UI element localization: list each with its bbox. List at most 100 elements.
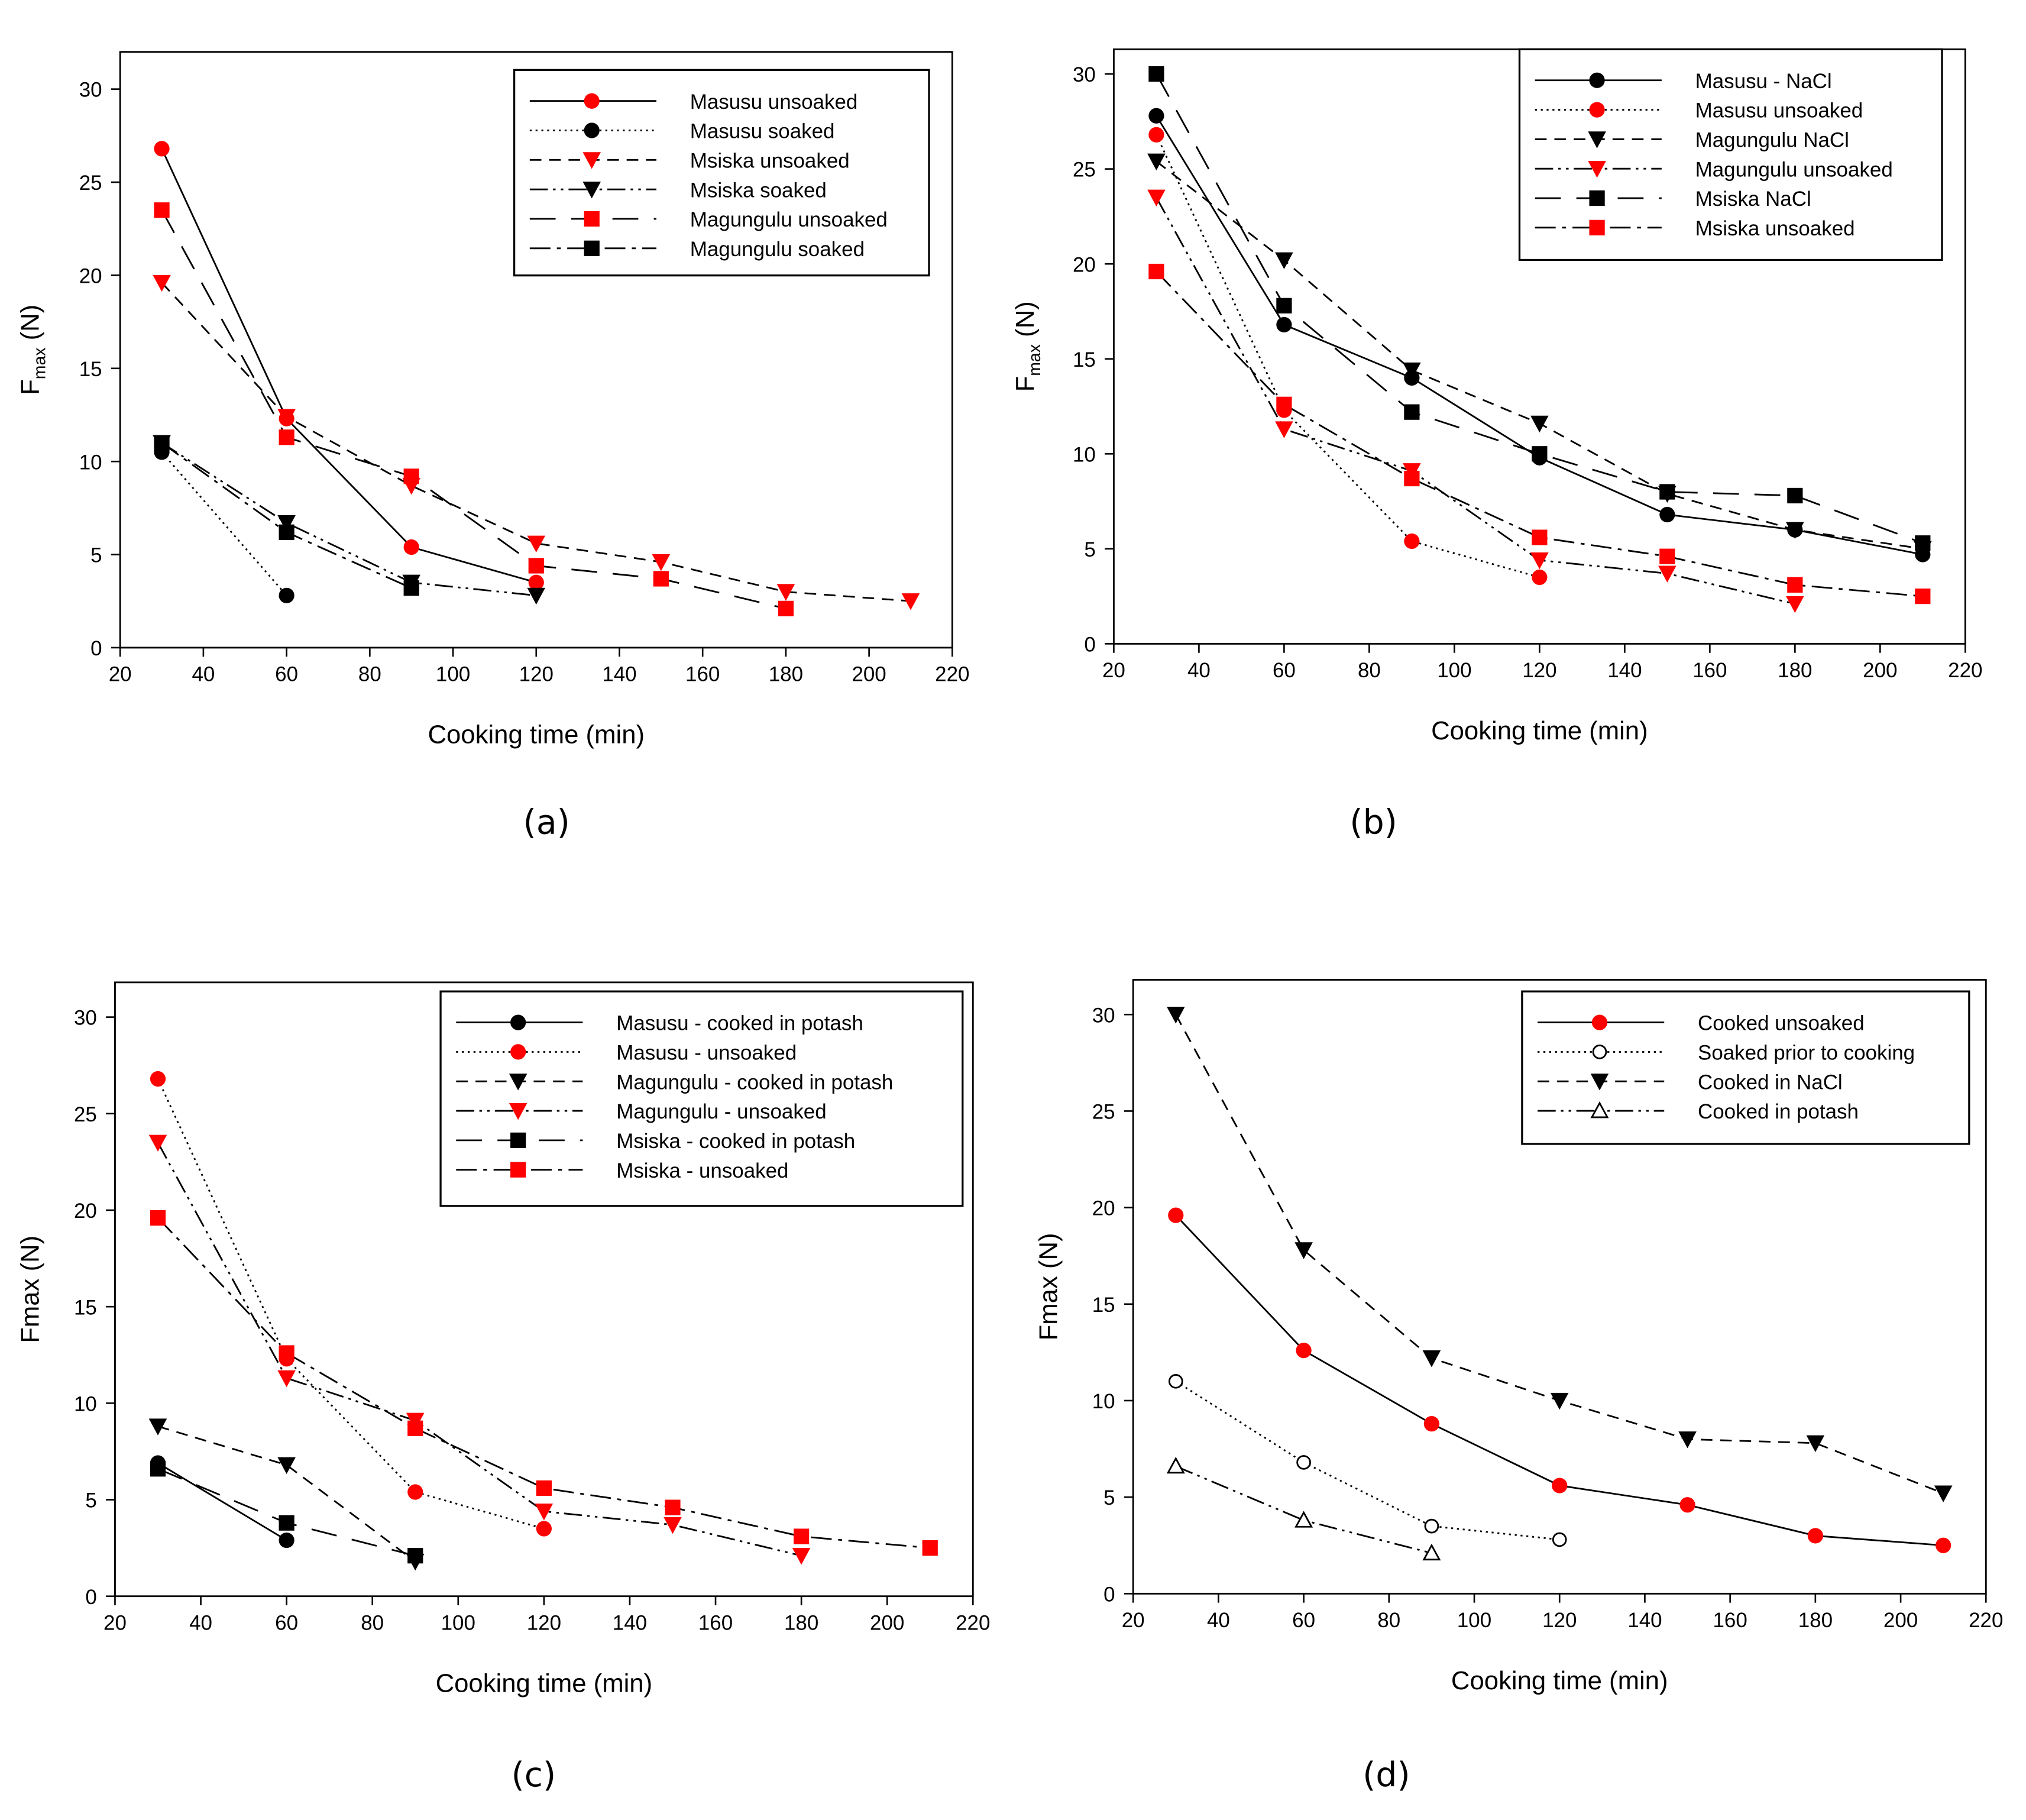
legend-entry: Magungulu - unsoaked xyxy=(456,1100,827,1123)
y-tick-label: 20 xyxy=(79,265,102,288)
y-axis-label-main: F xyxy=(1011,376,1040,392)
series-line xyxy=(1156,197,1795,605)
data-point xyxy=(1423,1416,1440,1432)
y-tick-label: 30 xyxy=(1073,63,1096,86)
y-tick-label: 15 xyxy=(1092,1294,1115,1317)
series-masusu-soaked xyxy=(154,444,294,603)
data-point xyxy=(1147,153,1166,171)
legend-marker xyxy=(584,211,600,227)
data-point xyxy=(1276,396,1292,412)
series-line xyxy=(1156,271,1923,597)
data-point xyxy=(901,593,920,610)
data-point xyxy=(528,558,544,574)
series-masusu-unsoaked xyxy=(154,141,544,590)
data-point xyxy=(1806,1435,1825,1453)
legend-label: Masusu - cooked in potash xyxy=(616,1012,863,1035)
y-tick-label: 10 xyxy=(1073,443,1096,466)
x-tick-label: 180 xyxy=(1778,659,1812,682)
x-tick-label: 220 xyxy=(935,663,969,686)
series-line xyxy=(157,1425,416,1563)
x-tick-label: 60 xyxy=(1273,659,1296,682)
y-tick-label: 0 xyxy=(1084,633,1095,657)
legend-marker xyxy=(584,122,600,138)
x-tick-label: 120 xyxy=(527,1612,561,1635)
legend-label: Masusu soaked xyxy=(690,120,835,143)
legend-label: Cooked in NaCl xyxy=(1698,1071,1843,1094)
x-axis-label: Cooking time (min) xyxy=(428,720,645,749)
data-point xyxy=(148,1134,167,1152)
data-point xyxy=(403,539,419,555)
chart-panel-c: 20 40 60 80 100 120 140 160 180 200 220 0 5 10 15 20 25 3… xyxy=(16,981,990,1795)
legend-marker xyxy=(1590,1074,1609,1091)
y-tick-label: 25 xyxy=(74,1103,97,1126)
y-axis-label: Fmax (N) xyxy=(1011,301,1044,392)
legend-entry: Magungulu NaCl xyxy=(1535,129,1849,152)
y-tick-label: 0 xyxy=(90,637,102,660)
legend-entry: Cooked in potash xyxy=(1538,1100,1859,1123)
x-tick-label: 80 xyxy=(1358,659,1381,682)
x-tick-label: 220 xyxy=(956,1612,990,1635)
data-point xyxy=(1659,506,1675,523)
series-cooked-in-nacl xyxy=(1167,1007,1953,1502)
data-point xyxy=(793,1528,810,1544)
legend-box xyxy=(439,990,964,1207)
legend-marker xyxy=(510,1014,526,1030)
x-tick-label: 80 xyxy=(361,1612,384,1635)
y-axis-label-subscript: max xyxy=(30,348,49,380)
data-point xyxy=(1294,1511,1313,1528)
y-tick-label: 30 xyxy=(79,79,102,102)
legend-label: Msiska soaked xyxy=(690,179,827,202)
x-axis-label: Cooking time (min) xyxy=(436,1669,653,1698)
legend-marker xyxy=(582,182,601,199)
y-tick-label: 30 xyxy=(1092,1004,1115,1027)
x-tick-label: 20 xyxy=(109,663,132,686)
data-point xyxy=(154,141,170,157)
x-tick-label: 20 xyxy=(1102,659,1125,682)
data-point xyxy=(1424,1518,1439,1534)
legend-label: Msiska unsoaked xyxy=(1695,217,1855,240)
legend-label: Magungulu unsoaked xyxy=(1695,158,1893,181)
legend: Cooked unsoaked Soaked prior to cooking Co… xyxy=(1521,990,1970,1145)
y-tick-label: 0 xyxy=(1103,1583,1115,1606)
y-axis-label-main: F xyxy=(16,379,45,395)
series-msiska-unsoaked xyxy=(150,1210,938,1556)
x-axis-label: Cooking time (min) xyxy=(1451,1666,1668,1695)
y-tick-label: 5 xyxy=(1103,1486,1115,1509)
data-point xyxy=(1787,577,1803,593)
legend: Masusu - cooked in potash Masusu - unsoak… xyxy=(439,990,964,1207)
series-masusu-unsoaked xyxy=(1148,127,1548,586)
data-point xyxy=(154,202,170,218)
y-tick-label: 20 xyxy=(1092,1197,1115,1220)
series-msiska-unsoaked xyxy=(153,274,920,610)
x-tick-label: 100 xyxy=(436,663,470,686)
x-tick-label: 160 xyxy=(1692,659,1727,682)
data-point xyxy=(279,1532,294,1549)
series-masusu-cooked-in-potash xyxy=(150,1455,294,1549)
y-tick-label: 25 xyxy=(1073,159,1096,182)
x-tick-label: 120 xyxy=(519,663,554,686)
data-point xyxy=(1294,1242,1313,1259)
data-point xyxy=(153,274,171,292)
legend: Masusu unsoaked Masusu soaked Msiska unsoa… xyxy=(513,69,930,277)
legend-entry: Msiska unsoaked xyxy=(529,149,850,172)
data-point xyxy=(1275,252,1293,270)
x-tick-label: 140 xyxy=(1627,1609,1662,1632)
data-point xyxy=(1936,1537,1951,1553)
data-point xyxy=(1659,484,1675,500)
legend-entry: Msiska soaked xyxy=(529,179,827,202)
y-tick-label: 15 xyxy=(79,358,102,381)
data-point xyxy=(1275,421,1293,438)
data-point xyxy=(1552,1478,1568,1494)
data-point xyxy=(1422,1543,1441,1561)
series-line xyxy=(1175,1465,1432,1554)
data-point xyxy=(279,524,294,540)
series-line xyxy=(157,1217,930,1549)
panel-label: (a) xyxy=(523,803,570,842)
legend-marker xyxy=(582,152,601,169)
y-axis-label: Fmax (N) xyxy=(1034,1233,1063,1340)
legend-label: Magungulu unsoaked xyxy=(690,208,888,231)
legend: Masusu - NaCl Masusu unsoaked Magungulu Na… xyxy=(1518,48,1943,261)
x-tick-label: 40 xyxy=(1187,659,1211,682)
legend-label: Cooked in potash xyxy=(1698,1100,1859,1123)
legend-label: Msiska - unsoaked xyxy=(616,1159,788,1182)
